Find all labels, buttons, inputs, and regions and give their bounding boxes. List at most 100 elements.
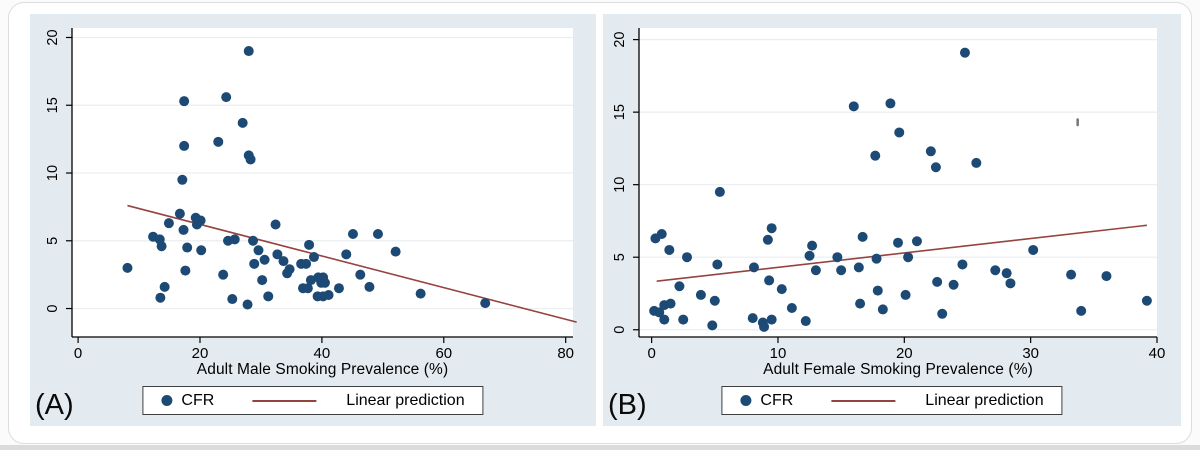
data-point (191, 219, 202, 230)
data-point (372, 229, 383, 239)
data-point (990, 265, 1001, 276)
data-point (656, 229, 667, 239)
data-point (682, 252, 693, 263)
data-point (174, 208, 185, 219)
data-point (1005, 278, 1016, 289)
data-point (1028, 244, 1039, 255)
data-point (900, 289, 911, 300)
data-point (319, 277, 330, 288)
data-point (707, 320, 718, 331)
data-point (748, 262, 759, 273)
data-point (304, 239, 315, 250)
y-tick-label: 5 (45, 237, 61, 245)
data-point (853, 262, 864, 273)
data-point (182, 242, 193, 253)
panel-a: 0 5 10 15 20 0 20 40 60 80 Adult Male Smoking Pre… (30, 14, 596, 426)
data-point (709, 295, 720, 306)
panel-b-letter: (B) (608, 389, 647, 421)
data-point (323, 289, 334, 300)
data-point (930, 162, 941, 173)
x-tick-label: 40 (1149, 345, 1166, 362)
data-point (807, 240, 818, 251)
data-point (155, 292, 166, 303)
legend: CFR Linear prediction (721, 386, 1063, 415)
data-point (259, 254, 270, 265)
x-tick-label: 10 (770, 345, 787, 362)
y-tick-label: 10 (45, 165, 61, 181)
panel-a-letter: (A) (35, 389, 74, 421)
data-point (848, 101, 859, 112)
data-point (229, 234, 240, 245)
x-tick-label: 30 (1022, 345, 1039, 362)
data-point (1066, 269, 1077, 280)
data-point (390, 246, 401, 257)
data-point (1101, 271, 1112, 282)
data-point (159, 281, 170, 292)
y-tick-label: 0 (612, 326, 628, 334)
x-tick-label: 60 (435, 345, 452, 362)
data-point (196, 245, 207, 256)
y-tick-label: 15 (45, 97, 61, 113)
data-point (925, 146, 936, 157)
data-point (270, 219, 281, 230)
data-point (665, 298, 676, 309)
data-point (301, 258, 312, 269)
data-point (242, 299, 253, 310)
data-point (877, 304, 888, 315)
data-point (213, 136, 224, 147)
data-point (180, 265, 191, 276)
x-tick-label: 80 (557, 345, 574, 362)
data-point (786, 302, 797, 313)
data-point (766, 314, 777, 325)
data-point (178, 224, 189, 235)
cfr-marker-icon (740, 395, 752, 406)
data-point (1001, 268, 1012, 279)
panel-b: 0 5 10 15 20 0 10 20 30 40 Adult Female Smoking P… (603, 14, 1181, 426)
y-tick-label: 20 (45, 29, 61, 45)
x-tick-label: 0 (647, 345, 655, 362)
data-point (747, 313, 758, 324)
data-point (872, 285, 883, 296)
data-point (832, 252, 843, 263)
data-point (1141, 295, 1152, 306)
data-point (776, 284, 787, 295)
y-tick-label: 20 (612, 32, 628, 48)
data-point (893, 237, 903, 248)
x-tick-label: 20 (896, 345, 913, 362)
legend-cfr-label: CFR (760, 391, 794, 409)
x-axis-title: Adult Female Smoking Prevalence (%) (763, 361, 1033, 378)
cfr-marker-icon (161, 395, 173, 406)
data-point (855, 298, 866, 309)
legend: CFR Linear prediction (142, 386, 484, 415)
data-point (971, 157, 982, 168)
plot-area (639, 28, 1157, 337)
data-point (948, 279, 959, 290)
data-point (804, 250, 815, 261)
data-point (243, 46, 254, 57)
legend-cfr-label: CFR (181, 391, 215, 409)
data-point (480, 298, 491, 309)
data-point (253, 245, 264, 256)
data-point (885, 98, 896, 109)
y-tick-label: 10 (612, 177, 628, 193)
x-tick-label: 0 (74, 345, 82, 362)
y-tick-label: 15 (612, 104, 628, 120)
data-point (355, 269, 366, 280)
data-point (308, 252, 319, 263)
data-point (903, 252, 914, 263)
data-point (249, 258, 260, 269)
data-point (341, 249, 352, 260)
data-point (714, 186, 725, 197)
x-tick-label: 20 (192, 345, 209, 362)
data-point (1076, 305, 1087, 316)
data-point (764, 275, 775, 286)
data-point (263, 291, 274, 302)
data-point (364, 281, 375, 292)
data-point (333, 283, 344, 294)
x-tick-label: 40 (314, 345, 331, 362)
data-point (836, 265, 847, 276)
data-point (237, 117, 248, 128)
data-point (762, 234, 773, 245)
data-point (156, 241, 167, 252)
data-point (932, 276, 943, 287)
